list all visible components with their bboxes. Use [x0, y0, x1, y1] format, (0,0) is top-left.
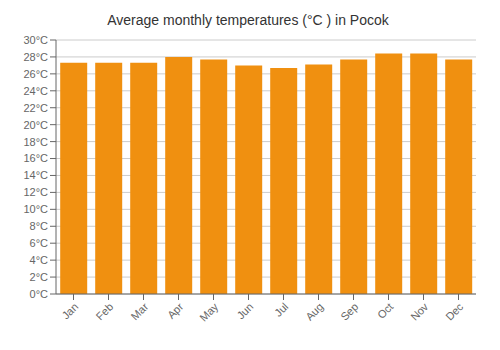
- svg-text:24°C: 24°C: [23, 85, 48, 97]
- svg-text:20°C: 20°C: [23, 119, 48, 131]
- svg-text:2°C: 2°C: [30, 271, 49, 283]
- svg-text:Jun: Jun: [234, 300, 255, 321]
- svg-text:18°C: 18°C: [23, 136, 48, 148]
- svg-text:Aug: Aug: [303, 300, 325, 322]
- svg-text:Jan: Jan: [59, 300, 80, 321]
- svg-text:22°C: 22°C: [23, 102, 48, 114]
- svg-text:May: May: [197, 300, 221, 324]
- svg-text:Sep: Sep: [338, 300, 360, 322]
- svg-text:8°C: 8°C: [30, 220, 49, 232]
- svg-text:14°C: 14°C: [23, 169, 48, 181]
- svg-text:26°C: 26°C: [23, 68, 48, 80]
- svg-text:Mar: Mar: [129, 300, 151, 322]
- html-text:Average monthly temperatures (: Average monthly temperatures (°C ) in Po…: [107, 12, 389, 28]
- svg-text:28°C: 28°C: [23, 51, 48, 63]
- svg-text:10°C: 10°C: [23, 203, 48, 215]
- svg-text:Dec: Dec: [443, 300, 466, 323]
- svg-text:6°C: 6°C: [30, 237, 49, 249]
- svg-text:Jul: Jul: [272, 300, 290, 318]
- svg-text:Feb: Feb: [94, 300, 116, 322]
- svg-text:4°C: 4°C: [30, 254, 49, 266]
- svg-text:0°C: 0°C: [30, 288, 49, 300]
- svg-text:Nov: Nov: [408, 300, 431, 323]
- svg-text:Apr: Apr: [165, 300, 186, 321]
- svg-text:16°C: 16°C: [23, 152, 48, 164]
- svg-text:12°C: 12°C: [23, 186, 48, 198]
- svg-text:30°C: 30°C: [23, 34, 48, 46]
- svg-text:Oct: Oct: [375, 300, 396, 321]
